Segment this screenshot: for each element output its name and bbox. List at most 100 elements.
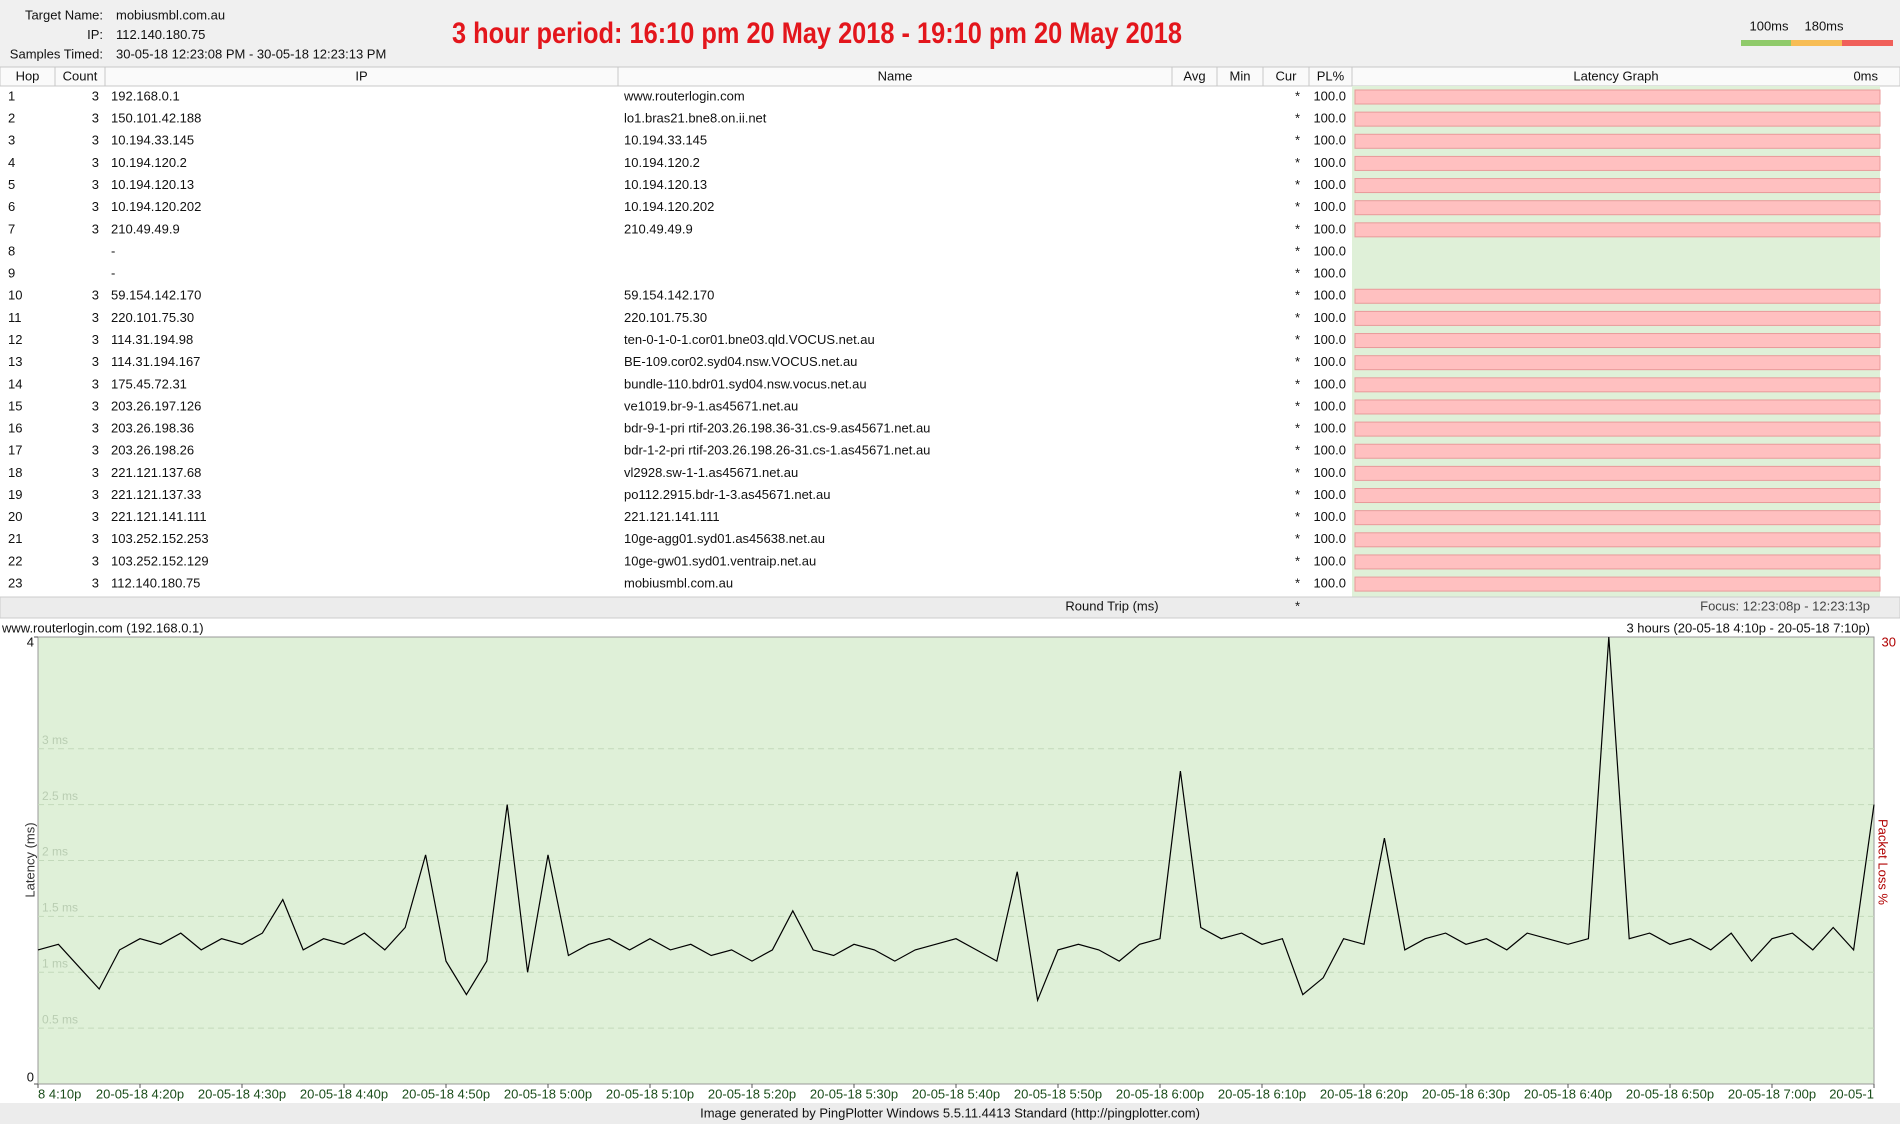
cell: *: [1295, 266, 1300, 281]
legend-red: [1842, 40, 1893, 46]
loss-bar: [1354, 443, 1881, 459]
cell: bdr-9-1-pri rtif-203.26.198.36-31.cs-9.a…: [624, 421, 930, 436]
cell: 100.0: [1313, 465, 1346, 480]
grid-label: 0.5 ms: [42, 1012, 78, 1026]
x-tick-label: 20-05-18 6:20p: [1320, 1086, 1408, 1101]
cell: 59.154.142.170: [111, 288, 201, 303]
cell: 3: [92, 443, 99, 458]
column-header[interactable]: Count: [63, 68, 98, 83]
cell: 203.26.198.36: [111, 421, 194, 436]
field-value: 112.140.180.75: [116, 27, 205, 42]
cell: 10.194.120.13: [624, 177, 707, 192]
cell: mobiusmbl.com.au: [624, 576, 733, 591]
cell: 221.121.137.33: [111, 487, 201, 502]
cell: 114.31.194.98: [111, 332, 193, 347]
cell: *: [1295, 421, 1300, 436]
loss-bar: [1354, 333, 1881, 349]
cell: 8: [8, 243, 15, 258]
x-tick-label: 20-05-18 4:50p: [402, 1086, 490, 1101]
grid-label: 3 ms: [42, 733, 68, 747]
cell: 15: [8, 398, 22, 413]
cell: 3: [92, 199, 99, 214]
cell: 3: [92, 553, 99, 568]
latency-line: [37, 636, 1875, 1003]
cell: 100.0: [1313, 421, 1346, 436]
field-label: IP:: [87, 27, 103, 42]
cell: 10.194.33.145: [624, 133, 707, 148]
x-tick-label: 20-05-1: [1829, 1086, 1874, 1101]
legend-label: 100ms: [1749, 18, 1789, 33]
cell: 22: [8, 553, 22, 568]
cell: 100.0: [1313, 553, 1346, 568]
field-value: mobiusmbl.com.au: [116, 7, 225, 22]
column-header[interactable]: Cur: [1276, 68, 1298, 83]
field-value: 30-05-18 12:23:08 PM - 30-05-18 12:23:13…: [116, 46, 386, 61]
cell: 16: [8, 421, 22, 436]
column-header[interactable]: IP: [355, 68, 367, 83]
cell: 3: [92, 288, 99, 303]
cell: 4: [8, 155, 15, 170]
cell: 3: [92, 332, 99, 347]
cell: 23: [8, 576, 22, 591]
cell: 100.0: [1313, 199, 1346, 214]
cell: 10.194.33.145: [111, 133, 194, 148]
cell: *: [1295, 443, 1300, 458]
footer-bg: [0, 1103, 1900, 1124]
column-header[interactable]: Latency Graph: [1573, 68, 1658, 83]
cell: 3: [92, 155, 99, 170]
cell: 100.0: [1313, 288, 1346, 303]
cell: 100.0: [1313, 576, 1346, 591]
cell: *: [1295, 576, 1300, 591]
cell: BE-109.cor02.syd04.nsw.VOCUS.net.au: [624, 354, 857, 369]
cell: 100.0: [1313, 111, 1346, 126]
cell: 3: [92, 221, 99, 236]
cell: *: [1295, 553, 1300, 568]
cell: 150.101.42.188: [111, 111, 201, 126]
x-tick-label: 20-05-18 6:40p: [1524, 1086, 1612, 1101]
cell: 3: [92, 111, 99, 126]
column-header[interactable]: Min: [1230, 68, 1251, 83]
x-tick-label: 20-05-18 6:50p: [1626, 1086, 1714, 1101]
cell: *: [1295, 509, 1300, 524]
table-header-bg: [0, 66, 1900, 87]
y-tick-label: 4: [27, 634, 34, 649]
cell: 59.154.142.170: [624, 288, 714, 303]
x-tick-label: 20-05-18 6:00p: [1116, 1086, 1204, 1101]
cell: 203.26.198.26: [111, 443, 194, 458]
loss-bar: [1354, 133, 1881, 149]
cell: 100.0: [1313, 88, 1346, 103]
grid-label: 2 ms: [42, 845, 68, 859]
loss-bar: [1354, 310, 1881, 326]
cell: 17: [8, 443, 22, 458]
cell: 3: [92, 465, 99, 480]
cell: 3: [92, 310, 99, 325]
grid-label: 1 ms: [42, 956, 68, 970]
column-header[interactable]: Avg: [1183, 68, 1205, 83]
loss-bar: [1354, 222, 1881, 238]
x-tick-label: 20-05-18 6:30p: [1422, 1086, 1510, 1101]
x-tick-label: 20-05-18 4:20p: [96, 1086, 184, 1101]
cell: bdr-1-2-pri rtif-203.26.198.26-31.cs-1.a…: [624, 443, 930, 458]
y2-axis-label: Packet Loss %: [1876, 819, 1891, 905]
column-header[interactable]: Name: [878, 68, 913, 83]
cell: 114.31.194.167: [111, 354, 200, 369]
cell: 100.0: [1313, 531, 1346, 546]
loss-bar: [1354, 200, 1881, 216]
cell: -: [111, 243, 115, 258]
loss-bar: [1354, 355, 1881, 371]
cell: www.routerlogin.com: [623, 88, 745, 103]
cell: 10.194.120.202: [111, 199, 201, 214]
cell: 10.194.120.2: [624, 155, 700, 170]
grid-label: 1.5 ms: [42, 901, 78, 915]
y2-tick-label: 30: [1882, 634, 1896, 649]
loss-bar: [1354, 421, 1881, 437]
column-header[interactable]: PL%: [1317, 68, 1345, 83]
cell: 1: [8, 88, 15, 103]
cell: 100.0: [1313, 177, 1346, 192]
cell: 100.0: [1313, 310, 1346, 325]
loss-bar: [1354, 399, 1881, 415]
cell: 100.0: [1313, 155, 1346, 170]
loss-bar: [1354, 576, 1881, 592]
column-header[interactable]: Hop: [16, 68, 40, 83]
x-tick-label: 20-05-18 5:40p: [912, 1086, 1000, 1101]
